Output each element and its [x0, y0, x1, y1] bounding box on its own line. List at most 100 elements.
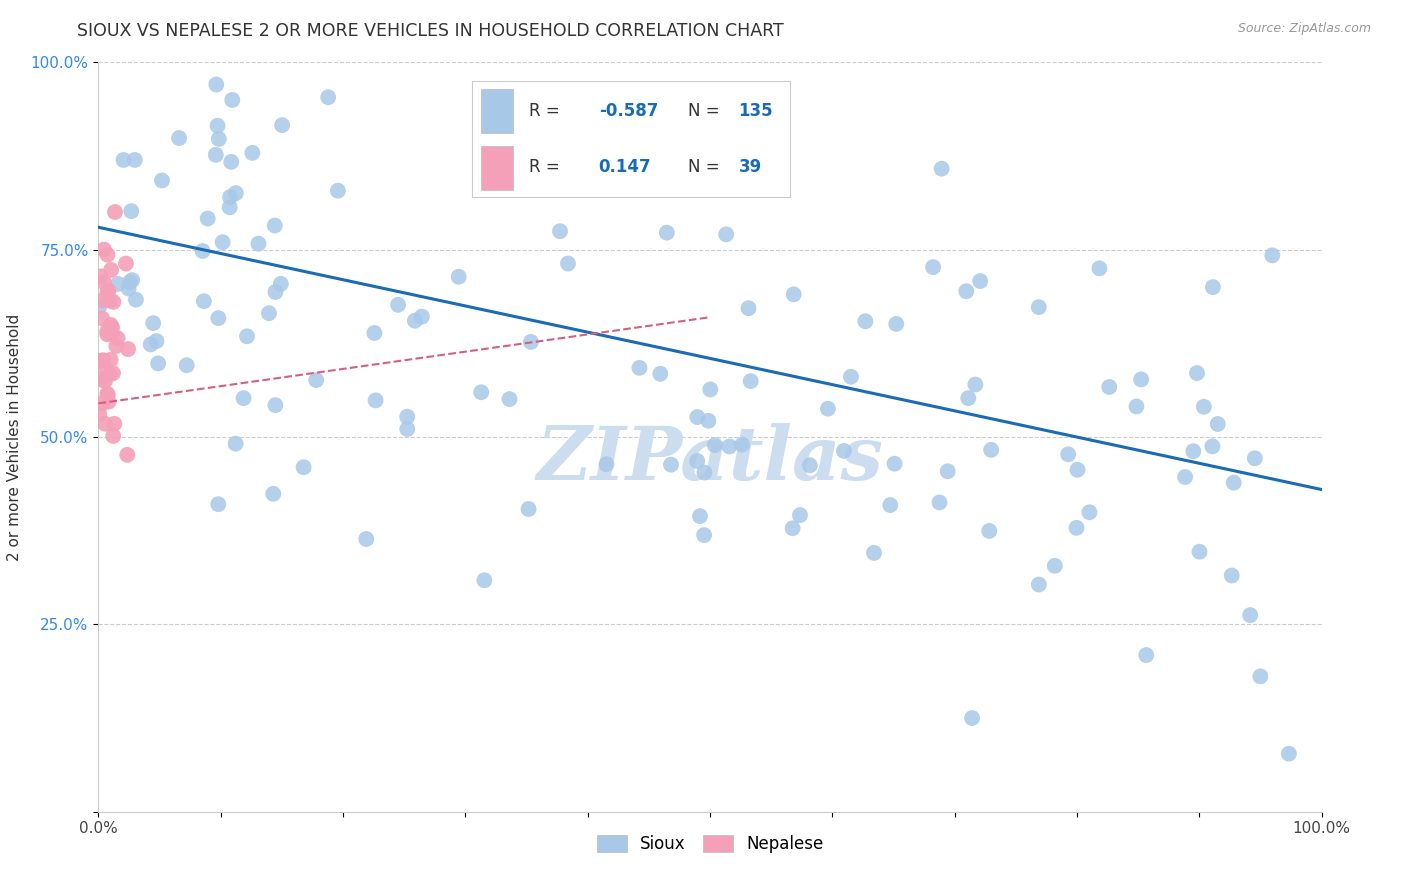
Point — [1078, 505, 1101, 519]
Point — [264, 285, 287, 299]
Point — [1066, 463, 1088, 477]
Point — [936, 464, 959, 478]
Point — [100, 263, 122, 277]
Point — [191, 244, 214, 258]
Point — [883, 457, 905, 471]
Point — [1066, 521, 1088, 535]
Point — [783, 287, 806, 301]
Point — [470, 385, 492, 400]
Point — [1243, 451, 1265, 466]
Point — [884, 317, 907, 331]
Point — [150, 173, 173, 187]
Point — [98, 293, 121, 308]
Point — [145, 334, 167, 348]
Point — [94, 374, 117, 388]
Point — [1202, 280, 1225, 294]
Legend: Sioux, Nepalese: Sioux, Nepalese — [591, 828, 830, 860]
Point — [789, 508, 811, 522]
Point — [1182, 444, 1205, 458]
Point — [879, 498, 901, 512]
Point — [93, 359, 115, 374]
Point — [207, 497, 229, 511]
Point — [90, 354, 112, 368]
Point — [1057, 447, 1080, 461]
Point — [928, 495, 950, 509]
Point — [225, 436, 247, 450]
Text: SIOUX VS NEPALESE 2 OR MORE VEHICLES IN HOUSEHOLD CORRELATION CHART: SIOUX VS NEPALESE 2 OR MORE VEHICLES IN … — [77, 22, 785, 40]
Y-axis label: 2 or more Vehicles in Household: 2 or more Vehicles in Household — [7, 313, 22, 561]
Point — [922, 260, 945, 274]
Point — [142, 316, 165, 330]
Point — [176, 358, 198, 372]
Point — [548, 224, 571, 238]
Point — [107, 331, 129, 345]
Point — [737, 301, 759, 316]
Point — [103, 417, 125, 431]
Point — [100, 326, 122, 341]
Point — [270, 277, 292, 291]
Point — [718, 439, 741, 453]
Point — [97, 388, 120, 402]
Point — [247, 236, 270, 251]
Point — [863, 546, 886, 560]
Point — [121, 273, 143, 287]
Point — [931, 161, 953, 176]
Point — [91, 353, 114, 368]
Point — [782, 521, 804, 535]
Point — [104, 205, 127, 219]
Point — [1261, 248, 1284, 262]
Point — [595, 458, 617, 472]
Point — [1278, 747, 1301, 761]
Point — [686, 454, 709, 468]
Point — [1174, 470, 1197, 484]
Point — [89, 299, 111, 313]
Point — [204, 148, 226, 162]
Point — [740, 374, 762, 388]
Point — [396, 409, 419, 424]
Point — [1135, 648, 1157, 662]
Point — [839, 369, 862, 384]
Point — [103, 429, 125, 443]
Point — [1043, 558, 1066, 573]
Point — [193, 294, 215, 309]
Point — [718, 158, 741, 172]
Point — [396, 422, 419, 436]
Point — [240, 145, 263, 160]
Point — [1249, 669, 1271, 683]
Point — [91, 311, 114, 326]
Point — [225, 186, 247, 200]
Point — [955, 284, 977, 298]
Point — [1223, 475, 1246, 490]
Point — [263, 219, 285, 233]
Point — [517, 502, 540, 516]
Point — [655, 226, 678, 240]
Point — [659, 458, 682, 472]
Point — [1088, 261, 1111, 276]
Point — [96, 248, 118, 262]
Point — [236, 329, 259, 343]
Point — [207, 311, 229, 326]
Point — [97, 284, 120, 298]
Point — [115, 256, 138, 270]
Point — [105, 339, 128, 353]
Text: ZIPatlas: ZIPatlas — [537, 424, 883, 496]
Point — [221, 93, 243, 107]
Point — [387, 298, 409, 312]
Point — [1130, 372, 1153, 386]
Point — [218, 200, 240, 214]
Point — [146, 356, 169, 370]
Point — [1188, 545, 1211, 559]
Point — [173, 40, 195, 54]
Point — [98, 368, 121, 382]
Point — [411, 310, 433, 324]
Point — [832, 444, 855, 458]
Point — [693, 466, 716, 480]
Point — [117, 448, 139, 462]
Point — [731, 438, 754, 452]
Point — [1098, 380, 1121, 394]
Point — [969, 274, 991, 288]
Point — [219, 190, 242, 204]
Point — [101, 326, 124, 341]
Point — [112, 153, 135, 167]
Point — [93, 243, 115, 257]
